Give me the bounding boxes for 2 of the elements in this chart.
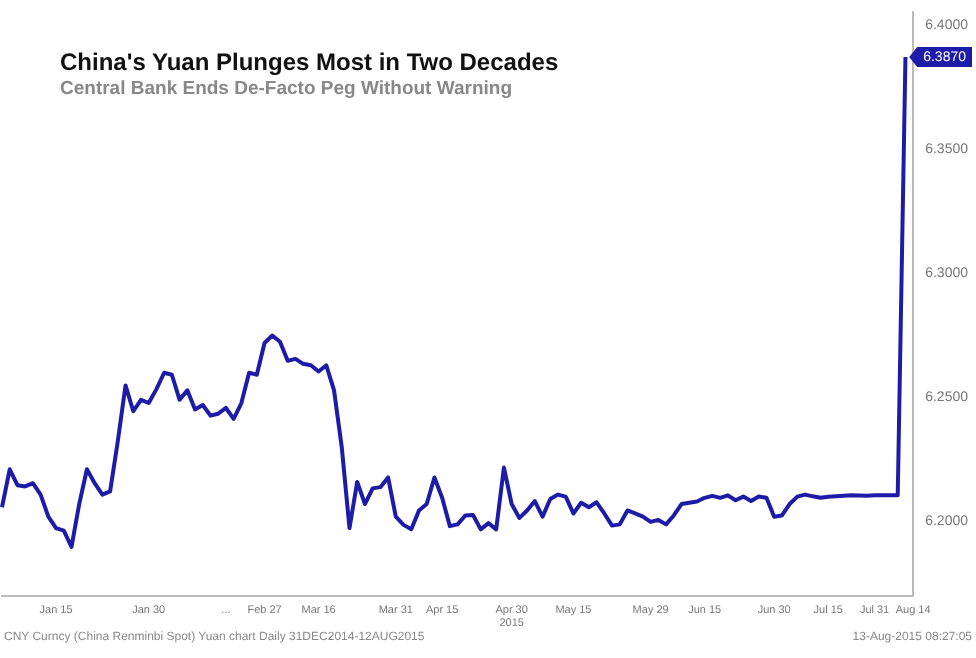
text: China's Yuan Plunges Most in Two Decades — [60, 48, 559, 76]
text: Central Bank Ends De-Facto Peg Without Warning — [60, 78, 514, 100]
